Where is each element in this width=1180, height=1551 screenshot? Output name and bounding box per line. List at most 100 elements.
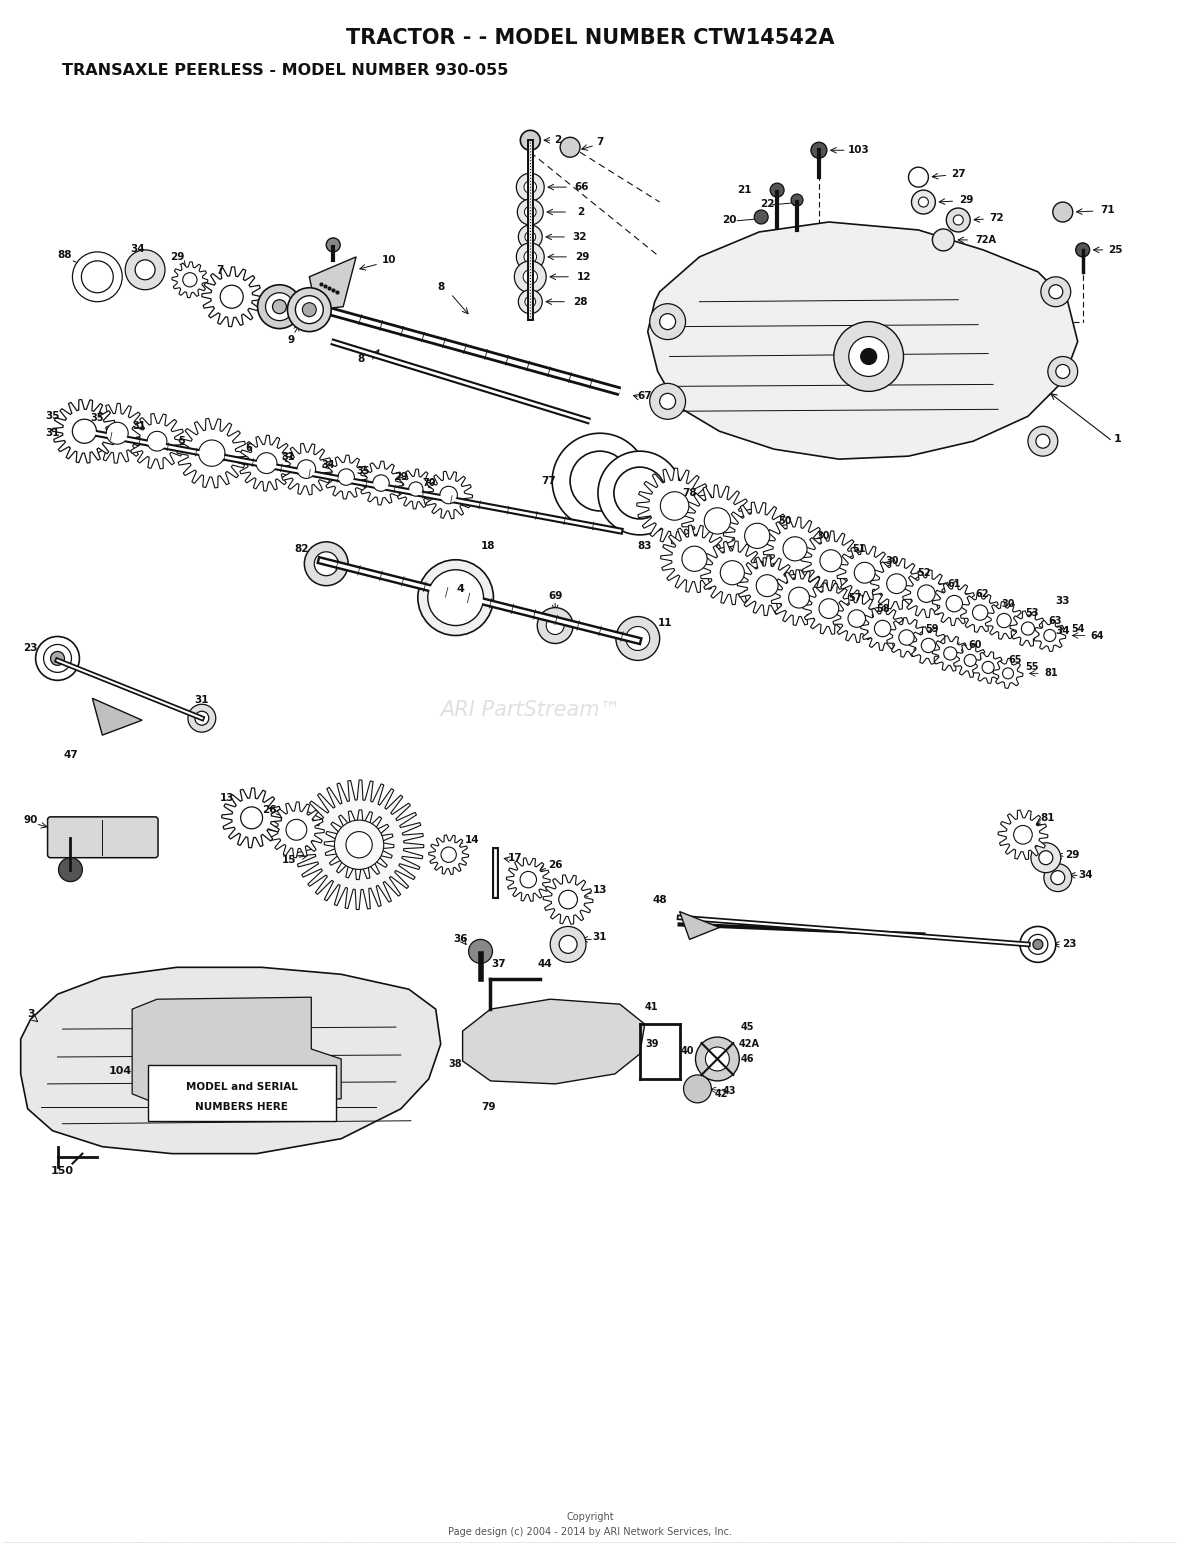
Polygon shape [953,644,988,678]
Polygon shape [294,780,424,909]
Circle shape [468,940,492,963]
Circle shape [1053,202,1073,222]
Text: 3: 3 [27,1010,34,1019]
Circle shape [302,302,316,316]
Text: 72: 72 [989,212,1003,223]
Polygon shape [177,419,247,489]
Text: 29: 29 [1066,850,1080,859]
Polygon shape [202,267,262,327]
Circle shape [440,487,458,504]
Polygon shape [1010,611,1045,647]
Polygon shape [132,997,341,1104]
Circle shape [559,890,577,909]
Circle shape [559,890,577,909]
Text: 8: 8 [437,282,445,292]
Circle shape [346,831,372,858]
Text: 23: 23 [24,644,38,653]
Text: 10: 10 [381,254,396,265]
Circle shape [953,216,963,225]
Text: 67: 67 [637,391,653,402]
Polygon shape [738,555,796,616]
Text: 31: 31 [132,422,146,431]
Text: 22: 22 [760,199,774,209]
Text: 47: 47 [63,751,78,760]
Text: 28: 28 [572,296,588,307]
Text: 15: 15 [282,855,296,865]
Polygon shape [961,592,1001,633]
Text: 29: 29 [959,195,973,205]
Text: 81: 81 [1044,668,1057,678]
Circle shape [899,630,914,645]
Text: 31: 31 [45,428,60,439]
Text: 11: 11 [657,617,671,628]
Circle shape [288,820,306,839]
Circle shape [911,191,936,214]
Text: 33: 33 [1056,596,1070,605]
Circle shape [964,655,976,667]
Circle shape [1028,934,1048,954]
Text: 32: 32 [572,233,588,242]
Text: 78: 78 [682,489,697,498]
Polygon shape [324,454,368,499]
Text: 30: 30 [1002,599,1015,608]
Circle shape [811,143,827,158]
Text: 8: 8 [358,355,365,364]
Text: 88: 88 [58,250,72,261]
Text: 42: 42 [715,1089,728,1098]
Circle shape [44,645,72,673]
Circle shape [997,614,1011,628]
Text: 37: 37 [491,960,506,969]
Circle shape [791,194,804,206]
Text: 53: 53 [1025,608,1038,617]
Circle shape [922,639,936,653]
Text: 44: 44 [538,960,552,969]
Text: 77: 77 [540,476,556,485]
Polygon shape [425,472,472,518]
Circle shape [909,168,929,188]
Polygon shape [269,802,325,858]
Text: 38: 38 [448,1059,463,1069]
Text: 45: 45 [741,1022,754,1031]
Circle shape [660,313,676,330]
Circle shape [242,808,262,828]
Text: 34: 34 [321,461,335,470]
Text: 13: 13 [592,884,608,895]
Text: 17: 17 [509,853,523,862]
Text: 150: 150 [51,1166,74,1176]
Text: 54: 54 [1071,624,1084,633]
Circle shape [1049,285,1063,299]
Text: 42A: 42A [739,1039,760,1048]
Circle shape [326,237,340,251]
Circle shape [266,293,294,321]
Text: 35: 35 [45,411,60,422]
Text: 61: 61 [948,579,961,589]
Text: 29: 29 [575,251,589,262]
Text: 4: 4 [457,583,465,594]
Text: MODEL and SERIAL: MODEL and SERIAL [185,1083,297,1092]
Text: 104: 104 [109,1066,132,1076]
Circle shape [520,872,537,887]
Polygon shape [723,503,791,569]
Circle shape [523,270,537,284]
Circle shape [524,206,536,217]
Circle shape [683,1075,712,1103]
Circle shape [525,231,536,242]
Text: 5: 5 [178,436,185,447]
Text: 46: 46 [741,1055,754,1064]
Text: 41: 41 [645,1002,658,1013]
Text: 9: 9 [288,335,295,344]
Circle shape [706,1047,729,1070]
Circle shape [745,523,769,549]
Circle shape [441,847,457,862]
Text: 71: 71 [1100,205,1115,216]
Circle shape [1028,427,1057,456]
Circle shape [559,935,577,954]
Circle shape [188,704,216,732]
Circle shape [695,1038,740,1081]
Circle shape [854,563,876,583]
Text: 1: 1 [1114,434,1121,444]
Circle shape [660,394,676,409]
Text: 83: 83 [637,541,653,551]
Circle shape [650,383,686,419]
Polygon shape [903,569,950,617]
